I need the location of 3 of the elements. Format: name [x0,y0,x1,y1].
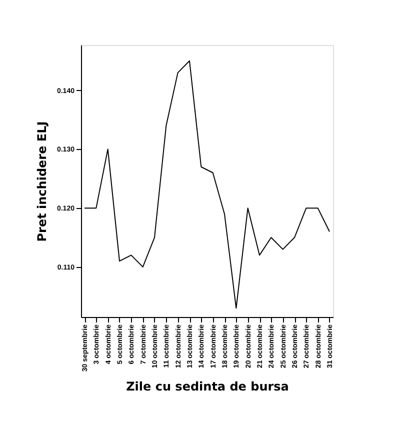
line-series [84,60,330,309]
y-axis-title: Pret inchidere ELJ [34,121,49,242]
x-axis-title: Zile cu sedinta de bursa [126,380,289,394]
